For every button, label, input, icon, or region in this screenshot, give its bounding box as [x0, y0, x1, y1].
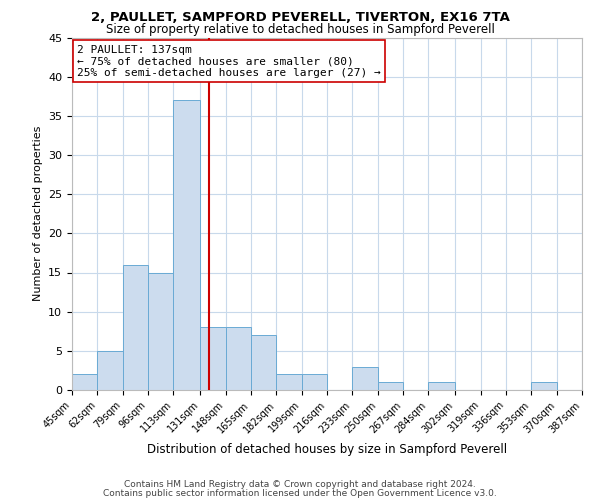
Bar — [72, 374, 97, 390]
Bar — [531, 382, 557, 390]
Bar — [123, 264, 148, 390]
Bar — [97, 351, 123, 390]
Bar — [378, 382, 403, 390]
X-axis label: Distribution of detached houses by size in Sampford Peverell: Distribution of detached houses by size … — [147, 443, 507, 456]
Text: Contains HM Land Registry data © Crown copyright and database right 2024.: Contains HM Land Registry data © Crown c… — [124, 480, 476, 489]
Bar — [173, 100, 200, 390]
Text: Size of property relative to detached houses in Sampford Peverell: Size of property relative to detached ho… — [106, 22, 494, 36]
Bar — [428, 382, 455, 390]
Y-axis label: Number of detached properties: Number of detached properties — [32, 126, 43, 302]
Bar — [302, 374, 327, 390]
Text: Contains public sector information licensed under the Open Government Licence v3: Contains public sector information licen… — [103, 490, 497, 498]
Bar — [200, 328, 226, 390]
Bar — [251, 335, 276, 390]
Bar — [226, 328, 251, 390]
Bar — [276, 374, 302, 390]
Bar — [352, 366, 378, 390]
Text: 2 PAULLET: 137sqm
← 75% of detached houses are smaller (80)
25% of semi-detached: 2 PAULLET: 137sqm ← 75% of detached hous… — [77, 44, 381, 78]
Bar — [148, 272, 173, 390]
Text: 2, PAULLET, SAMPFORD PEVERELL, TIVERTON, EX16 7TA: 2, PAULLET, SAMPFORD PEVERELL, TIVERTON,… — [91, 11, 509, 24]
